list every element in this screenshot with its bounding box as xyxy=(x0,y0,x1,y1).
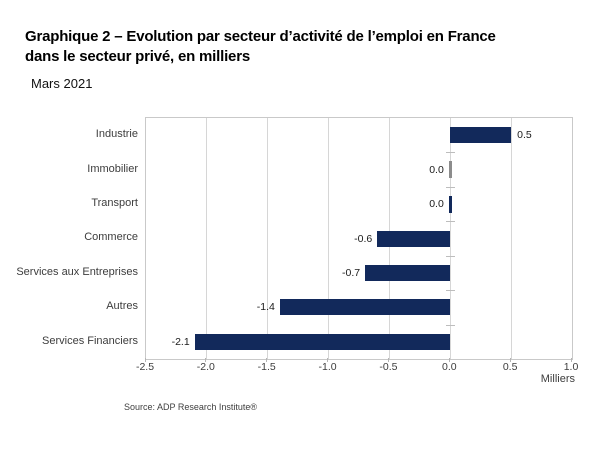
bar-Immobilier xyxy=(448,161,452,179)
gridline-x--1.0 xyxy=(328,118,330,359)
bar-value-label: -1.4 xyxy=(256,301,275,314)
x-tick-label-1.0: 1.0 xyxy=(563,361,579,373)
category-label-Transport: Transport xyxy=(91,197,138,210)
bar-value-label: 0.0 xyxy=(429,198,444,211)
chart-title-line1: Graphique 2 – Evolution par secteur d’ac… xyxy=(25,28,496,45)
category-label-Services aux Entreprises: Services aux Entreprises xyxy=(16,265,138,278)
x-tick-mark xyxy=(509,358,511,362)
chart-title: Graphique 2 – Evolution par secteur d’ac… xyxy=(25,27,496,67)
x-tick-mark xyxy=(205,358,207,362)
category-axis-labels: Industrie Immobilier Transport Commerce Serv… xyxy=(0,117,138,358)
bar-value-label: -2.1 xyxy=(171,335,190,348)
x-tick-mark xyxy=(327,358,329,362)
category-label-Autres: Autres xyxy=(106,300,138,313)
bar-value-label: 0.0 xyxy=(429,163,444,176)
chart-title-line2: dans le secteur privé, en milliers xyxy=(25,48,250,65)
bar-Services aux Entreprises xyxy=(365,264,451,281)
x-tick-label--1.0: -1.0 xyxy=(318,361,337,373)
bar-Transport xyxy=(448,195,452,213)
gridline-x-0.5 xyxy=(510,118,512,359)
source-note: Source: ADP Research Institute® xyxy=(124,402,258,412)
bar-Services Financiers xyxy=(194,333,451,350)
bar-Autres xyxy=(279,299,451,316)
category-label-Industrie: Industrie xyxy=(95,128,138,141)
x-tick-label-0.5: 0.5 xyxy=(502,361,518,373)
x-tick-mark xyxy=(570,358,572,362)
x-tick-label--2.5: -2.5 xyxy=(135,361,155,373)
category-boundary-tick xyxy=(445,290,455,292)
chart-subtitle: Mars 2021 xyxy=(31,76,93,91)
category-label-Services Financiers: Services Financiers xyxy=(42,334,138,347)
axis-unit-label: Milliers xyxy=(540,373,575,385)
plot-area: 0.5 0.0 0.0 -0.6 -0.7 -1.4 -2.1 xyxy=(145,117,573,360)
x-tick-mark xyxy=(266,358,268,362)
bar-value-label: -0.7 xyxy=(342,266,361,279)
bar-value-label: 0.5 xyxy=(517,129,532,142)
gridline-x--1.5 xyxy=(267,118,269,359)
bar-Industrie xyxy=(450,127,512,144)
category-boundary-tick xyxy=(445,186,455,188)
x-tick-mark xyxy=(448,358,450,362)
category-boundary-tick xyxy=(445,221,455,223)
category-boundary-tick xyxy=(445,255,455,257)
category-label-Commerce: Commerce xyxy=(84,231,138,244)
x-tick-mark xyxy=(387,358,389,362)
category-boundary-tick xyxy=(445,324,455,326)
bar-Commerce xyxy=(377,230,451,247)
x-tick-label--1.5: -1.5 xyxy=(257,361,276,373)
x-tick-mark xyxy=(144,358,146,362)
x-tick-label--0.5: -0.5 xyxy=(379,361,398,373)
gridline-x-0.0 xyxy=(449,118,451,359)
x-tick-label--2.0: -2.0 xyxy=(196,361,215,373)
x-tick-label-0.0: 0.0 xyxy=(441,361,457,373)
category-boundary-tick xyxy=(445,152,455,154)
category-label-Immobilier: Immobilier xyxy=(87,162,138,175)
bar-value-label: -0.6 xyxy=(354,232,373,245)
gridline-x--2.0 xyxy=(206,118,208,359)
